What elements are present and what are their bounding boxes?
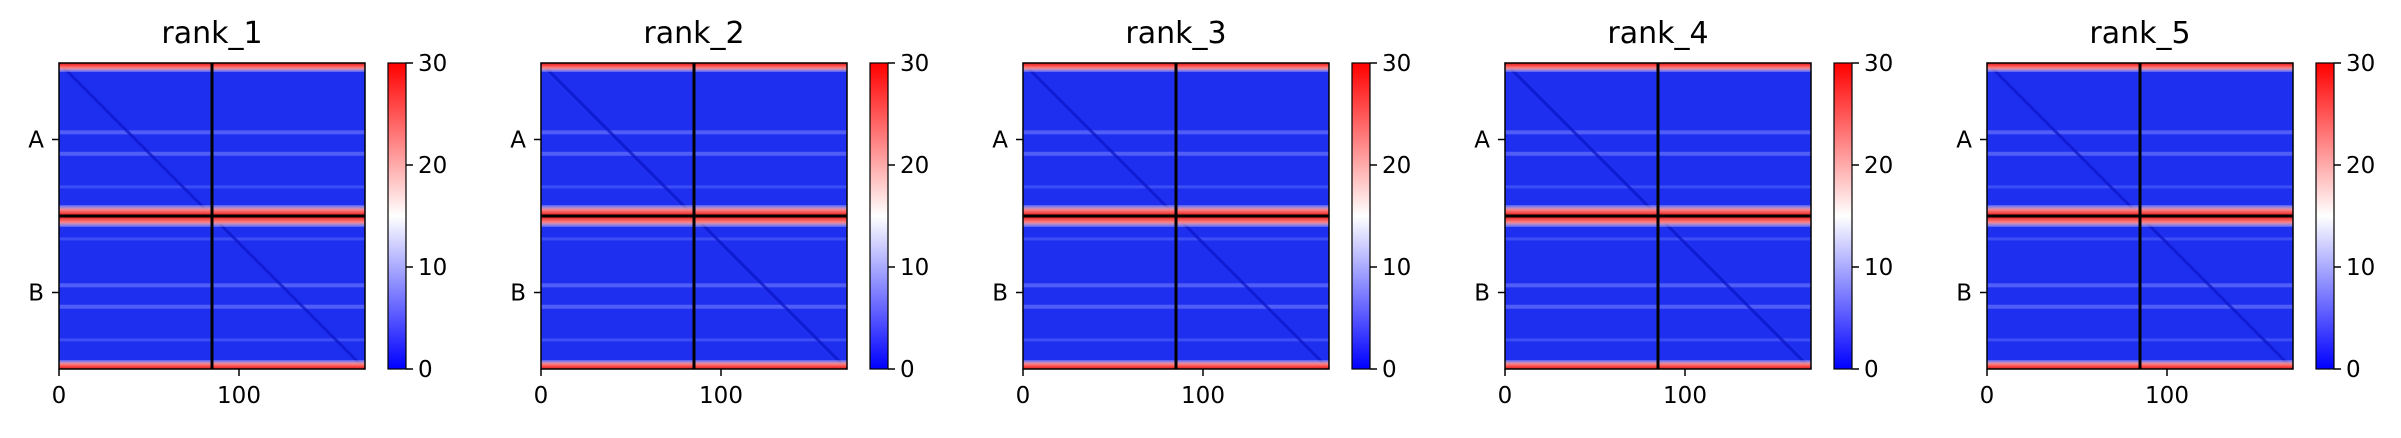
colorbar-tick-label: 10 — [418, 255, 447, 281]
x-tick-label: 100 — [1663, 383, 1707, 409]
colorbar-tick-label: 10 — [900, 255, 929, 281]
colorbar — [387, 62, 407, 370]
colorbar-tick-label: 20 — [900, 153, 929, 179]
y-tick-label: A — [510, 128, 526, 154]
colorbar-tick-label: 10 — [2346, 255, 2375, 281]
panel-2: rank_2 A B 0 100 0 10 20 30 — [510, 16, 929, 409]
colorbar-tick-label: 20 — [418, 153, 447, 179]
axes-frame — [1504, 62, 1812, 370]
colorbar-tick-label: 0 — [1382, 357, 1397, 383]
colorbar-tick-label: 20 — [1382, 153, 1411, 179]
x-tick-label: 0 — [1016, 383, 1031, 409]
colorbar-tick-label: 20 — [2346, 153, 2375, 179]
colorbar-tick-label: 0 — [418, 357, 433, 383]
y-tick-label: A — [28, 128, 44, 154]
colorbar-tick-label: 30 — [2346, 51, 2375, 77]
colorbar-tick-label: 10 — [1382, 255, 1411, 281]
colorbar — [869, 62, 889, 370]
colorbar-tick-label: 30 — [418, 51, 447, 77]
colorbar-tick-label: 30 — [1864, 51, 1893, 77]
axes-frame — [540, 62, 848, 370]
panel-title: rank_3 — [1125, 16, 1226, 51]
colorbar-tick-label: 20 — [1864, 153, 1893, 179]
panel-3: rank_3 A B 0 100 0 10 20 30 — [992, 16, 1411, 409]
y-tick-label: B — [28, 281, 44, 307]
colorbar — [1351, 62, 1371, 370]
panel-5: rank_5 A B 0 100 0 10 20 30 — [1956, 16, 2375, 409]
x-tick-label: 100 — [2145, 383, 2189, 409]
x-tick-label: 0 — [1980, 383, 1995, 409]
y-tick-label: B — [1474, 281, 1490, 307]
panel-title: rank_2 — [643, 16, 744, 51]
panel-title: rank_4 — [1607, 16, 1708, 51]
y-tick-label: B — [992, 281, 1008, 307]
colorbar-tick-label: 10 — [1864, 255, 1893, 281]
colorbar — [1833, 62, 1853, 370]
y-tick-label: A — [992, 128, 1008, 154]
panel-title: rank_1 — [161, 16, 262, 51]
colorbar — [2315, 62, 2335, 370]
y-tick-label: B — [510, 281, 526, 307]
panel-1: rank_1 A B 0 100 0 10 20 30 — [28, 16, 447, 409]
colorbar-tick-label: 0 — [2346, 357, 2361, 383]
axes-frame — [58, 62, 366, 370]
axes-frame — [1022, 62, 1330, 370]
x-tick-label: 0 — [534, 383, 549, 409]
x-tick-label: 100 — [217, 383, 261, 409]
x-tick-label: 0 — [52, 383, 67, 409]
x-tick-label: 100 — [699, 383, 743, 409]
y-tick-label: A — [1956, 128, 1972, 154]
colorbar-tick-label: 0 — [900, 357, 915, 383]
panel-4: rank_4 A B 0 100 0 10 20 30 — [1474, 16, 1893, 409]
x-tick-label: 0 — [1498, 383, 1513, 409]
y-tick-label: B — [1956, 281, 1972, 307]
colorbar-tick-label: 0 — [1864, 357, 1879, 383]
colorbar-tick-label: 30 — [900, 51, 929, 77]
y-tick-label: A — [1474, 128, 1490, 154]
colorbar-tick-label: 30 — [1382, 51, 1411, 77]
axes-frame — [1986, 62, 2294, 370]
x-tick-label: 100 — [1181, 383, 1225, 409]
panel-title: rank_5 — [2089, 16, 2190, 51]
